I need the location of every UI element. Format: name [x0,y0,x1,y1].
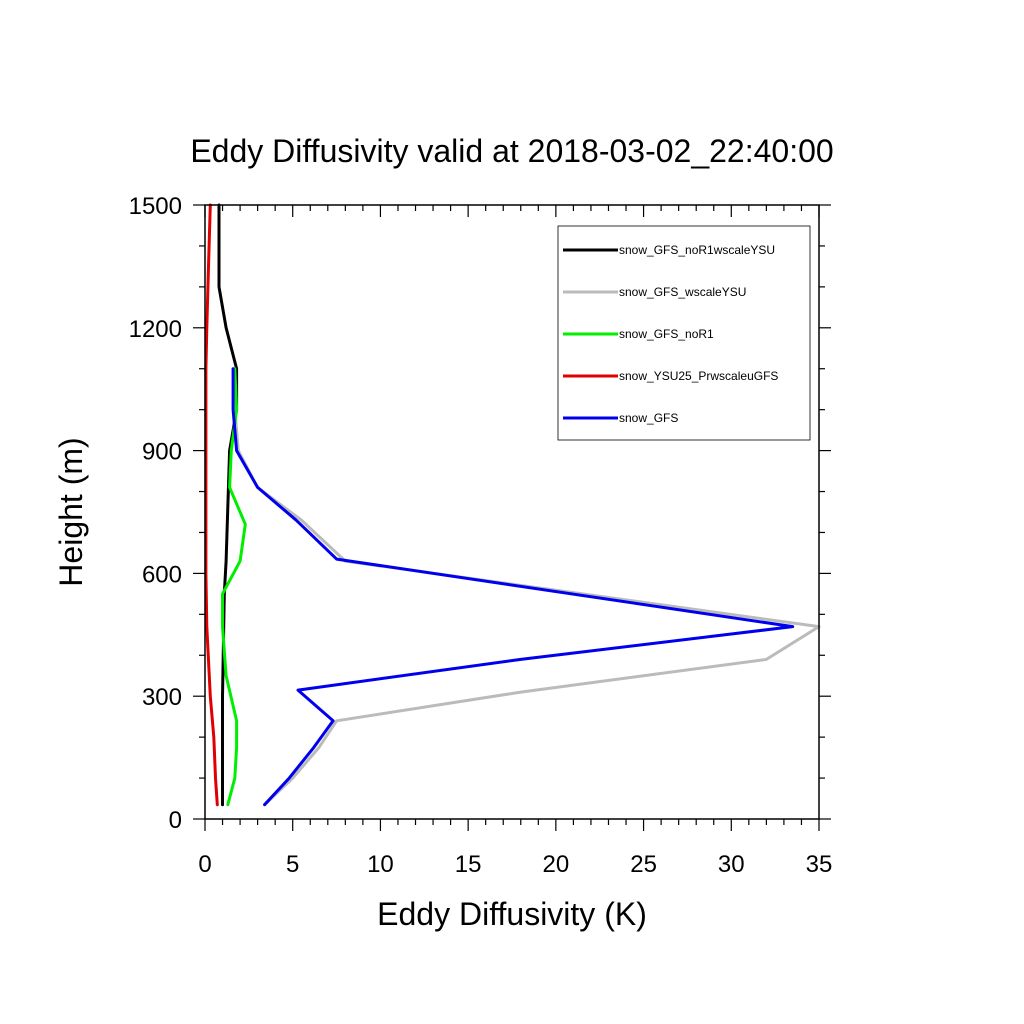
x-tick-label: 15 [455,851,482,878]
plot-frame [204,204,820,820]
x-tick-label: 5 [286,851,299,878]
legend-label-2: snow_GFS_noR1 [619,327,714,341]
legend-label-1: snow_GFS_wscaleYSU [619,285,746,299]
x-tick-label: 35 [806,851,833,878]
tick-labels-layer: 0 5 10 15 20 25 30 35 0 300 600 900 1200 1500 [129,193,833,878]
y-tick-label: 900 [142,439,182,466]
y-tick-label: 0 [169,807,182,834]
x-axis-label: Eddy Diffusivity (K) [377,896,647,932]
legend-label-0: snow_GFS_noR1wscaleYSU [619,243,775,257]
x-tick-label: 20 [543,851,570,878]
legend-label-4: snow_GFS [619,411,678,425]
series-layer [204,203,821,807]
x-tick-label: 25 [630,851,657,878]
y-tick-label: 1200 [129,316,182,343]
series-line-2 [221,367,247,807]
y-tick-label: 600 [142,561,182,588]
series-line-4 [231,367,795,807]
series-line-0 [217,203,239,807]
legend: snow_GFS_noR1wscaleYSU snow_GFS_wscaleYSU… [557,225,811,441]
y-tick-label: 300 [142,684,182,711]
ticks-layer [193,204,831,831]
x-tick-label: 10 [367,851,394,878]
x-tick-label: 30 [718,851,745,878]
legend-label-3: snow_YSU25_PrwscaleuGFS [619,369,778,383]
chart-title: Eddy Diffusivity valid at 2018-03-02_22:… [190,133,833,169]
y-tick-label: 1500 [129,193,182,220]
y-axis-label: Height (m) [53,437,89,586]
x-tick-label: 0 [198,851,211,878]
series-line-3 [204,203,219,807]
